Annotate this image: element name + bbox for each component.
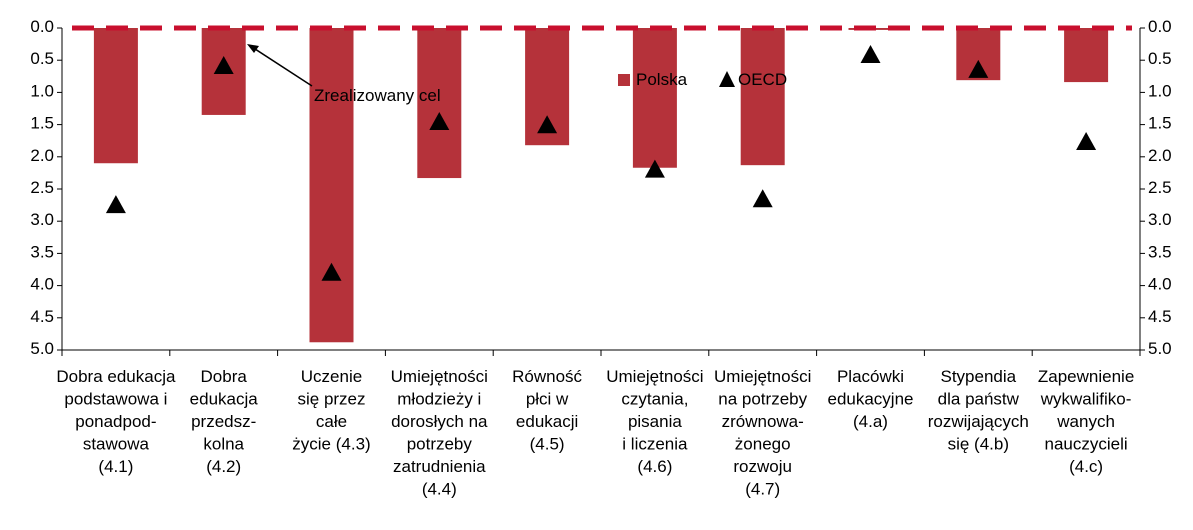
legend-label: OECD [738,70,787,89]
triangle-marker [537,115,558,134]
y2-tick-label: 3.5 [1148,243,1172,262]
bar [740,28,785,166]
y-tick-label: 5.0 [30,339,54,358]
triangle-marker [968,59,989,78]
x-tick-label: Umiejętności czytania, pisania i liczenia (4… [606,367,703,476]
x-tick-label: Stypendia dla państw rozwijających się (4.b… [928,367,1029,454]
y-tick-label: 0.0 [30,17,54,36]
y-tick-label: 1.5 [30,114,54,133]
x-tick-label: Dobra edukacja przedsz-kolna (4.2) [190,367,259,476]
y2-tick-label: 0.0 [1148,17,1172,36]
y2-tick-label: 4.0 [1148,275,1172,294]
triangle-marker [105,195,126,214]
y2-tick-label: 0.5 [1148,50,1172,69]
y-tick-label: 2.5 [30,178,54,197]
triangle-marker [644,159,665,178]
bar [1064,28,1109,83]
annotation-arrow [251,46,313,87]
triangle-marker [321,262,342,281]
triangle-marker [752,189,773,208]
y2-tick-label: 5.0 [1148,339,1172,358]
legend-swatch [719,71,735,87]
x-tick-label: Umiejętności na potrzeby zrównowa-żonego ro… [714,367,811,499]
x-tick-label: Równość płci w edukacji (4.5) [512,367,582,454]
y-tick-label: 4.5 [30,307,54,326]
y2-tick-label: 3.0 [1148,211,1172,230]
y2-tick-label: 2.5 [1148,178,1172,197]
x-tick-label: Dobra edukacja podstawowa i ponadpod-stawo… [56,367,176,476]
bar [93,28,138,164]
triangle-marker [860,45,881,64]
triangle-marker [429,112,450,131]
y2-tick-label: 2.0 [1148,146,1172,165]
legend-swatch [618,74,630,86]
bar [417,28,462,179]
y-tick-label: 0.5 [30,50,54,69]
legend-label: Polska [636,70,688,89]
y-tick-label: 1.0 [30,82,54,101]
x-tick-label: Placówki edukacyjne (4.a) [827,367,913,431]
y2-tick-label: 1.5 [1148,114,1172,133]
triangle-marker [1076,131,1097,150]
y2-tick-label: 4.5 [1148,307,1172,326]
y-tick-label: 3.5 [30,243,54,262]
y-tick-label: 3.0 [30,211,54,230]
x-tick-label: Umiejętności młodzieży i dorosłych na potrz… [391,367,488,499]
y-tick-label: 4.0 [30,275,54,294]
annotation: Zrealizowany cel [314,86,441,105]
x-tick-label: Zapewnienie wykwalifiko-wanych nauczycieli… [1038,367,1134,476]
bar [309,28,354,343]
arrow-head [247,44,259,53]
y-tick-label: 2.0 [30,146,54,165]
triangle-marker [213,55,234,74]
bar [632,28,677,168]
x-tick-label: Uczenie się przez całe życie (4.3) [292,367,370,454]
y2-tick-label: 1.0 [1148,82,1172,101]
